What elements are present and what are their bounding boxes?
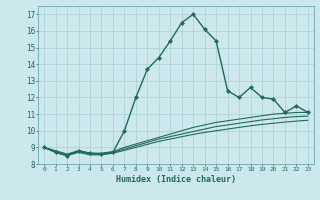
X-axis label: Humidex (Indice chaleur): Humidex (Indice chaleur) bbox=[116, 175, 236, 184]
